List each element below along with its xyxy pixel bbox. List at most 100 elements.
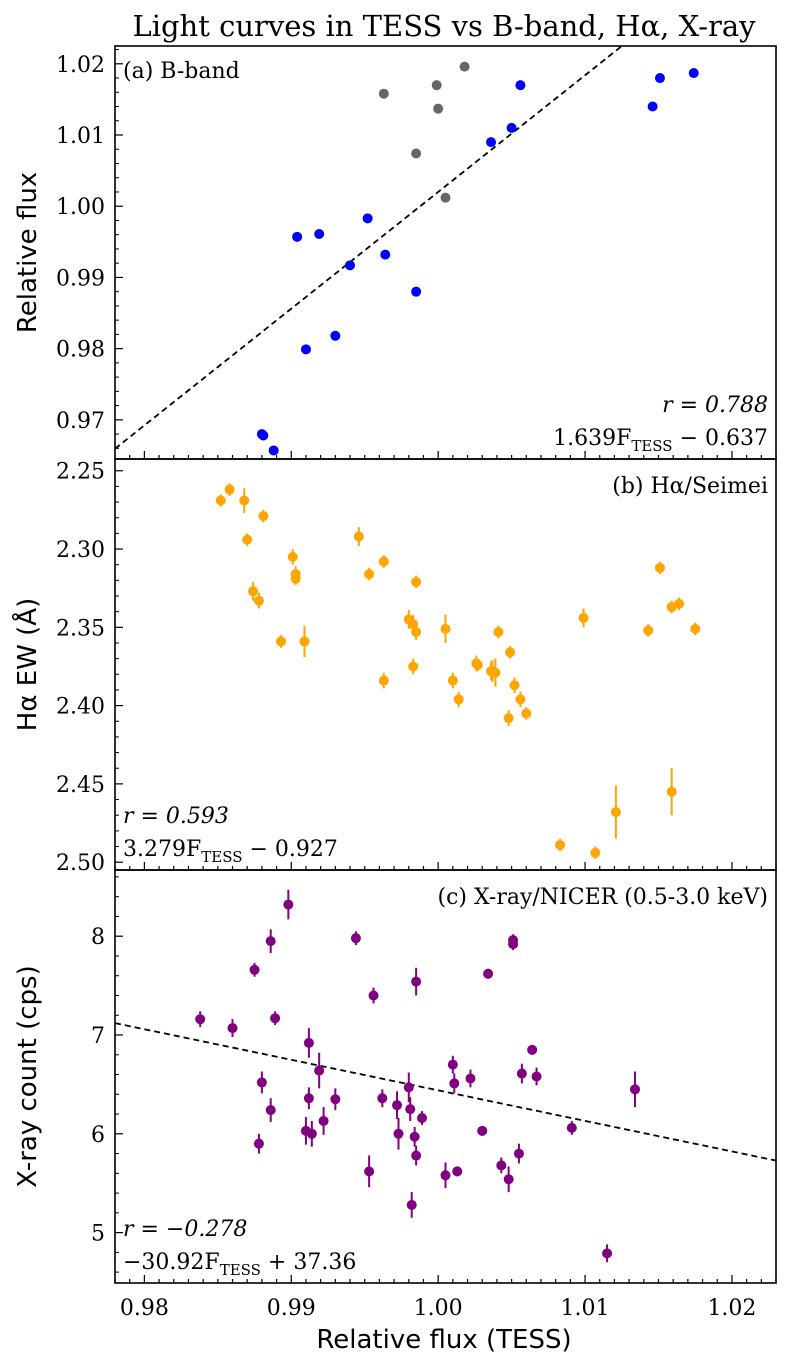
y-tick-label: 2.30 [56, 538, 105, 563]
data-point [411, 976, 422, 987]
fit-equation-subscript: TESS [201, 848, 242, 866]
data-point [509, 680, 520, 691]
data-point [299, 636, 310, 647]
data-point [483, 968, 494, 979]
y-tick-label: 2.45 [56, 773, 105, 798]
y-axis-label: Hα EW (Å) [11, 598, 43, 731]
y-tick-label: 0.99 [56, 266, 105, 291]
data-point [195, 1014, 206, 1025]
data-point [378, 556, 389, 567]
data-point [496, 1160, 507, 1171]
fit-equation-main: 1.639F [553, 426, 631, 451]
data-point [493, 627, 504, 638]
y-tick-label: 8 [91, 925, 105, 950]
data-point [258, 430, 269, 441]
data-point [303, 1037, 314, 1048]
data-point [256, 1077, 267, 1088]
data-point [555, 839, 566, 850]
data-point [290, 573, 301, 584]
fit-line [115, 1022, 776, 1162]
data-point [506, 122, 517, 133]
figure-title: Light curves in TESS vs B-band, Hα, X-ra… [132, 9, 756, 43]
data-point [265, 936, 276, 947]
data-point [345, 260, 356, 271]
data-point [283, 899, 294, 910]
series-blue [256, 68, 699, 456]
x-tick-label: 0.99 [267, 1296, 316, 1321]
data-point [364, 569, 375, 580]
x-tick-label: 1.01 [561, 1296, 610, 1321]
data-point [242, 534, 253, 545]
data-point [224, 484, 235, 495]
data-point [516, 1068, 527, 1079]
data-point [411, 1150, 422, 1161]
data-point [330, 1094, 341, 1105]
x-axis-label: Relative flux (TESS) [316, 1325, 571, 1355]
data-point [527, 1044, 538, 1055]
data-point [270, 1013, 281, 1024]
data-point [472, 659, 483, 670]
fit-line [115, 46, 624, 450]
data-point [300, 344, 311, 355]
data-point [531, 1071, 542, 1082]
fit-equation-tail: + 37.36 [261, 1250, 356, 1275]
data-point [306, 1128, 317, 1139]
data-point [449, 1078, 460, 1089]
correlation-text: r = 0.593 [123, 804, 229, 829]
x-tick-label: 0.98 [120, 1296, 169, 1321]
fit-equation-subscript: TESS [220, 1261, 261, 1279]
data-point [674, 598, 685, 609]
data-point [453, 694, 464, 705]
data-point [521, 708, 532, 719]
panel-2: 0.98 0.99 1.00 1.01 1.02 5 6 7 8 X-ray count (cps… [13, 869, 777, 1321]
data-point [515, 694, 526, 705]
data-point [268, 445, 279, 456]
y-axis-label: X-ray count (cps) [13, 965, 43, 1187]
data-point [411, 627, 422, 638]
data-point [411, 576, 422, 587]
data-point [508, 935, 519, 946]
y-tick-label: 2.50 [56, 851, 105, 876]
panel-label: (c) X-ray/NICER (0.5-3.0 keV) [438, 885, 768, 910]
y-tick-label: 5 [91, 1222, 105, 1247]
data-point [362, 213, 373, 224]
data-point [610, 807, 621, 818]
data-point [215, 495, 226, 506]
axes-frame [114, 869, 777, 1284]
y-axis-label: Relative flux [13, 172, 43, 333]
data-point [647, 101, 658, 112]
data-point [364, 1166, 375, 1177]
data-point [505, 647, 516, 658]
data-point [265, 1105, 276, 1116]
data-point [459, 61, 470, 72]
data-point [303, 1093, 314, 1104]
data-point [431, 80, 442, 91]
data-point [330, 330, 341, 341]
x-tick-label: 1.00 [414, 1296, 463, 1321]
series-h-alpha-ew [215, 483, 701, 860]
fit-equation-main: 3.279F [123, 837, 201, 862]
fit-equation-subscript: TESS [631, 437, 672, 455]
data-point [503, 713, 514, 724]
correlation-text: r = 0.788 [662, 393, 768, 418]
y-tick-label: 1.01 [56, 124, 105, 149]
data-point [465, 1073, 476, 1084]
data-point [403, 1082, 414, 1093]
fit-equation-tail: − 0.927 [243, 837, 338, 862]
data-point [447, 675, 458, 686]
data-point [490, 667, 501, 678]
data-point [416, 1112, 427, 1123]
data-point [392, 1100, 403, 1111]
data-point [314, 1065, 325, 1076]
data-point [227, 1023, 238, 1034]
x-tick-label: 1.02 [707, 1296, 756, 1321]
y-tick-label: 1.02 [56, 53, 105, 78]
data-point [515, 80, 526, 91]
data-point [353, 531, 364, 542]
data-point [452, 1166, 463, 1177]
fit-equation: 3.279FTESS − 0.927 [123, 837, 338, 866]
data-point [378, 88, 389, 99]
y-tick-label: 2.40 [56, 695, 105, 720]
data-point [578, 612, 589, 623]
fit-equation: −30.92FTESS + 37.36 [123, 1250, 356, 1279]
